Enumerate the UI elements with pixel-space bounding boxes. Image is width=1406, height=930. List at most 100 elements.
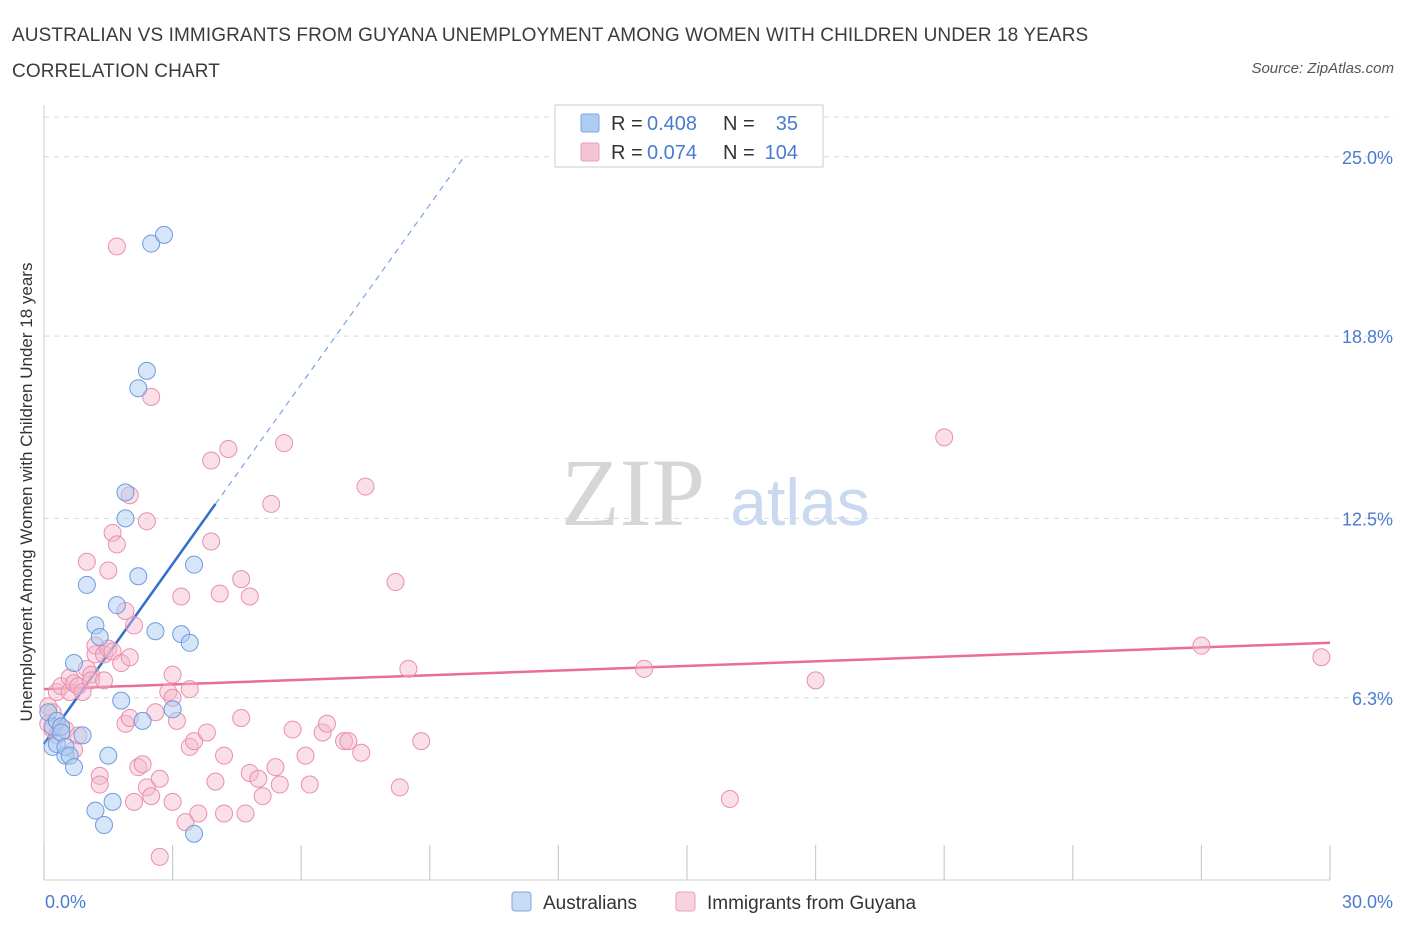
point-guyana (317, 714, 336, 733)
point-australians (137, 361, 156, 380)
point-guyana (313, 723, 332, 742)
point-guyana (412, 732, 431, 751)
point-guyana (219, 439, 238, 458)
trendline-australians-extension (214, 156, 465, 505)
legend-n-value-2: 104 (765, 142, 798, 164)
point-australians (77, 575, 96, 594)
point-guyana (232, 570, 251, 589)
point-guyana (635, 659, 654, 678)
point-australians (65, 654, 84, 673)
point-australians (155, 225, 174, 244)
bottom-legend-swatch-guyana (675, 891, 696, 912)
point-guyana (90, 775, 109, 794)
watermark: ZIP atlas (561, 439, 870, 546)
point-guyana (210, 584, 229, 603)
legend-box (554, 104, 824, 168)
point-australians (112, 691, 131, 710)
point-guyana (275, 434, 294, 453)
point-australians (133, 711, 152, 730)
bottom-legend-swatch-australians (511, 891, 532, 912)
watermark-zip: ZIP (561, 439, 705, 546)
point-guyana (150, 847, 169, 866)
bottom-legend-guyana: Immigrants from Guyana (707, 893, 916, 914)
point-guyana (215, 804, 234, 823)
point-australians (142, 234, 161, 253)
point-guyana (95, 671, 114, 690)
point-guyana (296, 746, 315, 765)
point-guyana (356, 477, 375, 496)
trend-layer (42, 156, 1331, 745)
point-australians (185, 555, 204, 574)
point-guyana (189, 804, 208, 823)
point-australians (73, 726, 92, 745)
point-australians (180, 633, 199, 652)
trendline-australians (42, 503, 217, 745)
grid-layer (44, 116, 1395, 699)
point-australians (163, 700, 182, 719)
point-guyana (390, 778, 409, 797)
point-guyana (120, 648, 139, 667)
point-guyana (339, 732, 358, 751)
point-guyana (163, 792, 182, 811)
point-guyana (202, 532, 221, 551)
point-guyana (399, 659, 418, 678)
legend-n-label-2: N = (723, 142, 755, 164)
point-guyana (107, 535, 126, 554)
point-australians (185, 824, 204, 843)
point-guyana (142, 387, 161, 406)
legend-r-value-2: 0.074 (647, 142, 697, 164)
point-guyana (300, 775, 319, 794)
y-tick-label: 18.8% (1342, 327, 1393, 347)
y-tick-label: 25.0% (1342, 148, 1393, 168)
legend-n-value-1: 35 (776, 113, 798, 135)
legend-r-value-1: 0.408 (647, 113, 697, 135)
point-guyana (206, 772, 225, 791)
point-guyana (202, 451, 221, 470)
point-guyana (240, 587, 259, 606)
legend-r-label-2: R = (611, 142, 643, 164)
point-guyana (150, 769, 169, 788)
legend-n-label-1: N = (723, 113, 755, 135)
point-guyana (270, 775, 289, 794)
point-australians (103, 792, 122, 811)
point-guyana (253, 787, 272, 806)
legend-r-label-1: R = (611, 113, 643, 135)
point-australians (86, 801, 105, 820)
legend-swatch-australians (580, 113, 600, 133)
point-guyana (103, 523, 122, 542)
point-guyana (266, 758, 285, 777)
point-guyana (232, 709, 251, 727)
point-guyana (352, 743, 371, 762)
source-label: Source: ZipAtlas.com (1251, 60, 1394, 77)
point-guyana (82, 671, 101, 690)
point-australians (129, 379, 148, 398)
correlation-legend: R = 0.408 N = 35 R = 0.074 N = 104 (554, 104, 824, 168)
point-australians (116, 509, 135, 528)
point-guyana (107, 237, 126, 256)
point-guyana (185, 732, 204, 751)
point-australians (99, 746, 118, 765)
watermark-atlas: atlas (730, 465, 869, 539)
bottom-legend-australians: Australians (543, 893, 637, 914)
point-guyana (283, 720, 302, 739)
point-guyana (125, 792, 144, 811)
points-layer (39, 225, 1331, 866)
point-australians (129, 567, 148, 586)
legend-swatch-guyana (580, 142, 600, 162)
point-guyana (386, 573, 405, 592)
point-australians (116, 483, 135, 502)
point-guyana (137, 512, 156, 531)
point-guyana (133, 755, 152, 774)
x-tick-label-min: 0.0% (45, 892, 86, 912)
point-guyana (935, 428, 954, 447)
trendline-guyana (43, 641, 1331, 691)
point-guyana (720, 790, 739, 808)
point-australians (90, 628, 109, 646)
point-guyana (99, 561, 118, 580)
point-guyana (236, 804, 255, 823)
x-tick-label-max: 30.0% (1342, 892, 1393, 912)
point-guyana (215, 746, 234, 765)
point-australians (107, 596, 126, 615)
point-guyana (1192, 636, 1211, 655)
